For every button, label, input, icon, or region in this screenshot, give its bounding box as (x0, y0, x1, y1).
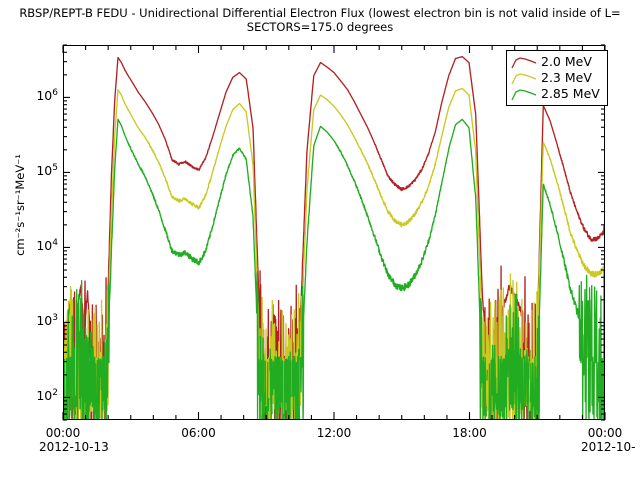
chart-title-line1: RBSP/REPT-B FEDU - Unidirectional Differ… (19, 6, 621, 20)
y-tick-label: 102 (36, 388, 58, 404)
y-tick-label: 103 (36, 313, 58, 329)
legend-color-swatch (511, 71, 537, 85)
x-date-label: 2012-10- (581, 440, 636, 454)
x-tick-label: 12:00 (316, 426, 352, 440)
y-tick-label: 105 (36, 163, 58, 179)
legend-color-swatch (511, 87, 537, 101)
data-curves (64, 55, 604, 419)
x-date-label: 2012-10-13 (39, 440, 109, 454)
legend-item[interactable]: 2.0 MeV (511, 54, 600, 70)
legend-item[interactable]: 2.85 MeV (511, 86, 600, 102)
x-tick-label: 06:00 (181, 426, 216, 440)
x-tick-label: 00:00 (587, 426, 623, 440)
series-line (64, 55, 604, 419)
series-line (64, 118, 604, 419)
legend-color-swatch (511, 55, 537, 69)
legend-label: 2.3 MeV (541, 70, 592, 85)
x-tick-label: 00:00 (45, 426, 81, 440)
legend-box: 2.0 MeV 2.3 MeV 2.85 MeV (506, 50, 608, 106)
legend-label: 2.0 MeV (541, 54, 592, 69)
plot-area (63, 45, 605, 420)
legend-item[interactable]: 2.3 MeV (511, 70, 600, 86)
x-tick-label: 18:00 (452, 426, 487, 440)
chart-title-subtitle: SECTORS=175.0 degrees (246, 20, 394, 34)
y-tick-label: 104 (36, 238, 58, 254)
legend-label: 2.85 MeV (541, 86, 600, 101)
chart-title: RBSP/REPT-B FEDU - Unidirectional Differ… (0, 6, 640, 34)
y-axis-tick-labels: 102 103 104 105 106 (8, 0, 58, 480)
y-tick-label: 106 (36, 88, 58, 104)
